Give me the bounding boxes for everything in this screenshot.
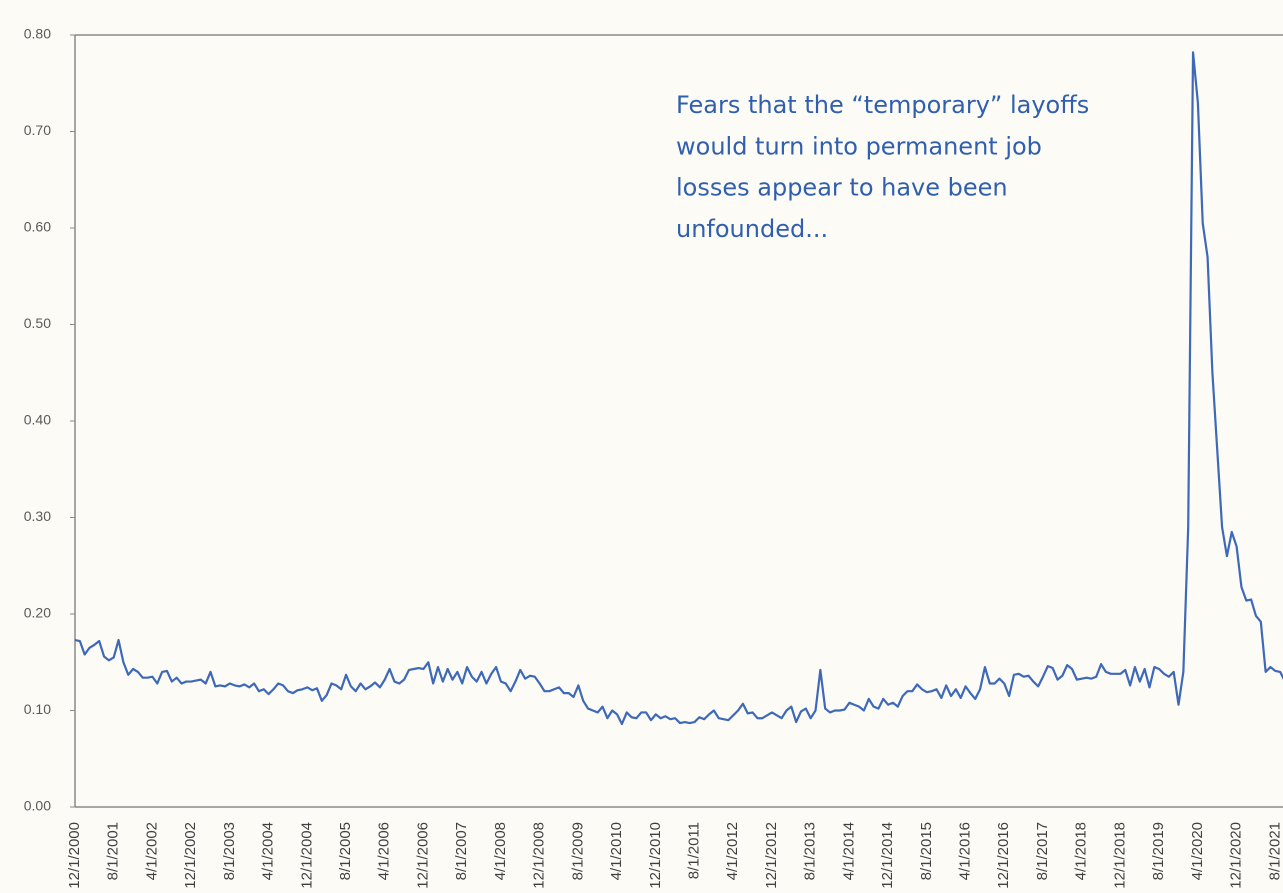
annotation-line: Fears that the “temporary” layoffs [676,91,1089,119]
y-tick-label: 0.70 [24,122,51,138]
x-tick-label: 12/1/2002 [182,822,199,889]
x-tick-label: 4/1/2016 [957,822,974,880]
x-tick-label: 12/1/2020 [1228,822,1245,889]
x-tick-label: 4/1/2014 [840,822,857,880]
x-tick-label: 8/1/2021 [1266,822,1283,880]
x-tick-label: 4/1/2012 [724,822,741,880]
x-tick-label: 12/1/2010 [647,822,664,889]
x-tick-label: 12/1/2014 [879,822,896,889]
x-tick-label: 8/1/2013 [802,822,819,880]
y-tick-label: 0.30 [24,508,51,524]
x-tick-label: 8/1/2017 [1034,822,1051,880]
y-tick-label: 0.10 [24,701,51,717]
x-tick-label: 12/1/2012 [763,822,780,889]
x-tick-label: 8/1/2005 [337,822,354,880]
y-tick-label: 0.60 [24,219,51,235]
x-tick-label: 8/1/2003 [221,822,238,880]
x-tick-label: 4/1/2006 [376,822,393,880]
x-tick-label: 12/1/2018 [1111,822,1128,889]
x-tick-label: 12/1/2008 [531,822,548,889]
annotation-line: unfounded... [676,215,828,243]
y-tick-label: 0.00 [24,798,51,814]
x-tick-label: 8/1/2001 [105,822,122,880]
x-tick-label: 12/1/2004 [298,822,315,889]
x-tick-label: 8/1/2015 [918,822,935,880]
x-tick-label: 4/1/2020 [1189,822,1206,880]
x-tick-label: 8/1/2007 [453,822,470,880]
x-tick-label: 12/1/2000 [66,822,83,889]
annotation-line: would turn into permanent job [676,132,1042,160]
x-tick-label: 4/1/2018 [1073,822,1090,880]
data-line [74,51,1283,726]
x-tick-label: 8/1/2011 [685,822,702,879]
y-tick-label: 0.80 [24,26,51,42]
x-tick-label: 4/1/2004 [260,822,277,880]
x-tick-label: 12/1/2006 [414,822,431,889]
y-tick-label: 0.40 [24,412,51,428]
x-tick-label: 8/1/2019 [1150,822,1167,880]
x-tick-label: 4/1/2002 [143,822,160,880]
y-tick-label: 0.20 [24,605,51,621]
x-tick-label: 4/1/2008 [492,822,509,880]
x-tick-label: 4/1/2010 [608,822,625,880]
x-tick-label: 12/1/2016 [995,822,1012,889]
annotation-line: losses appear to have been [676,174,1008,202]
y-tick-label: 0.50 [24,315,51,331]
x-tick-label: 8/1/2009 [569,822,586,880]
